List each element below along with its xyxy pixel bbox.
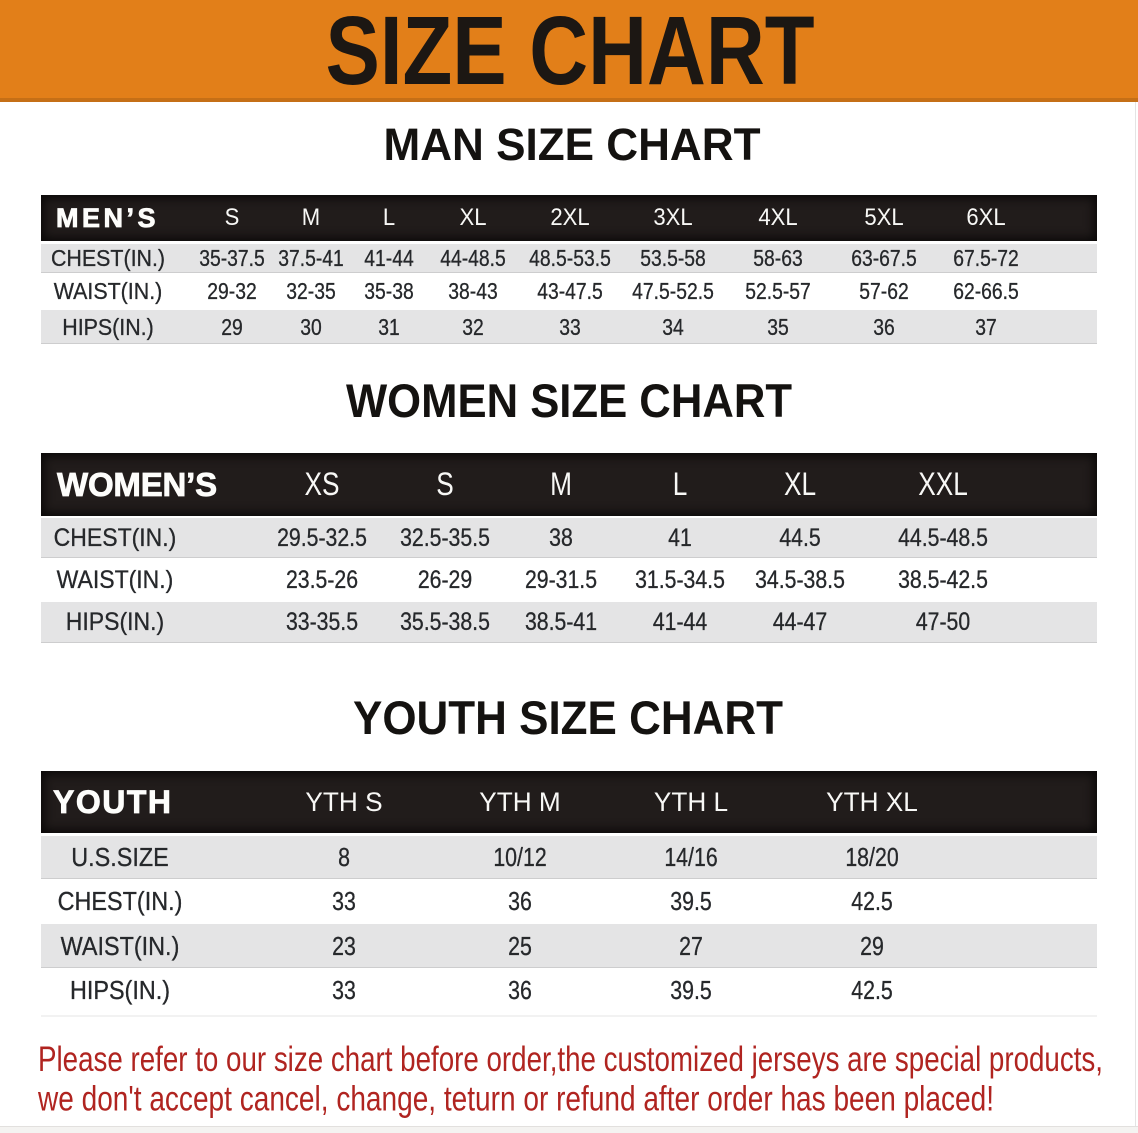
svg-text:SIZE CHART: SIZE CHART: [326, 0, 815, 105]
svg-text:WOMEN SIZE CHART: WOMEN SIZE CHART: [346, 374, 792, 427]
svg-text:YOUTH SIZE CHART: YOUTH SIZE CHART: [353, 691, 783, 744]
svg-text:MAN SIZE CHART: MAN SIZE CHART: [384, 119, 761, 170]
svg-text:Please refer to our size chart: Please refer to our size chart before or…: [38, 1040, 1103, 1079]
svg-text:we don't accept cancel, change: we don't accept cancel, change, teturn o…: [37, 1080, 994, 1119]
